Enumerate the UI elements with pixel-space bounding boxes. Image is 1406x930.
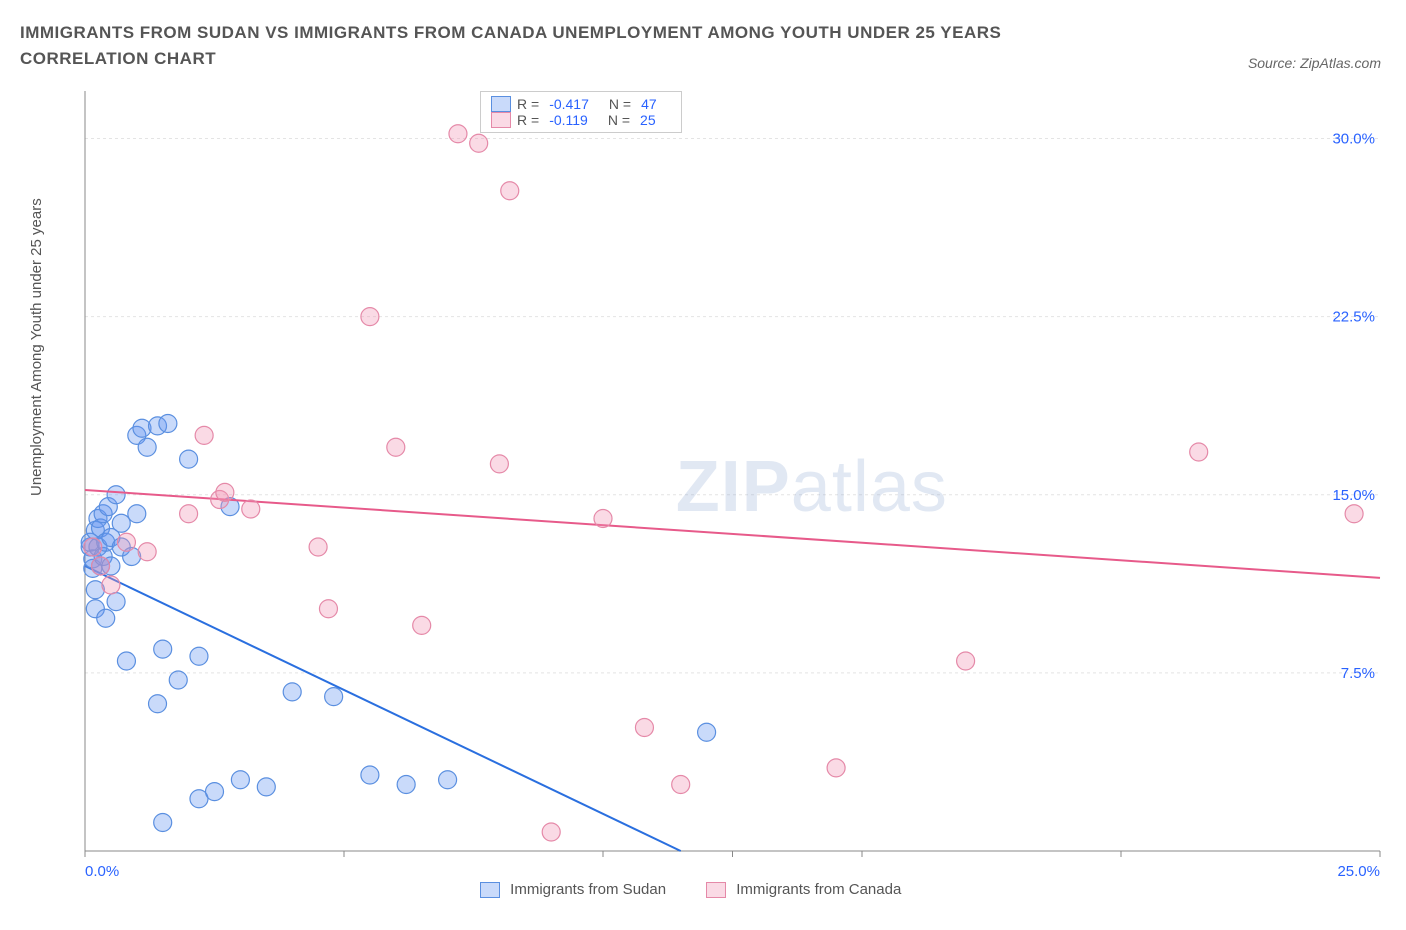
stats-row-sudan: R = -0.417 N = 47	[491, 96, 671, 112]
n-label-sudan: N =	[609, 96, 631, 112]
legend-swatch-sudan	[480, 882, 500, 898]
n-label-canada: N =	[608, 112, 630, 128]
chart-container: Unemployment Among Youth under 25 years …	[20, 86, 1386, 896]
swatch-canada	[491, 112, 511, 128]
legend-item-canada: Immigrants from Canada	[706, 881, 901, 898]
legend-item-sudan: Immigrants from Sudan	[480, 881, 666, 898]
chart-title: IMMIGRANTS FROM SUDAN VS IMMIGRANTS FROM…	[20, 20, 1120, 71]
r-label-sudan: R =	[517, 96, 539, 112]
svg-text:15.0%: 15.0%	[1332, 487, 1375, 504]
svg-text:22.5%: 22.5%	[1332, 309, 1375, 326]
y-axis-label: Unemployment Among Youth under 25 years	[28, 198, 45, 496]
n-value-sudan: 47	[641, 96, 657, 112]
swatch-sudan	[491, 96, 511, 112]
source-label: Source: ZipAtlas.com	[1248, 55, 1381, 71]
stats-row-canada: R = -0.119 N = 25	[491, 112, 671, 128]
r-label-canada: R =	[517, 112, 539, 128]
svg-text:7.5%: 7.5%	[1341, 665, 1375, 682]
legend-label-sudan: Immigrants from Sudan	[510, 881, 666, 898]
n-value-canada: 25	[640, 112, 656, 128]
r-value-sudan: -0.417	[549, 96, 589, 112]
svg-text:25.0%: 25.0%	[1337, 863, 1380, 880]
r-value-canada: -0.119	[549, 112, 588, 128]
legend-swatch-canada	[706, 882, 726, 898]
stats-legend: R = -0.417 N = 47 R = -0.119 N = 25	[480, 91, 682, 133]
svg-text:30.0%: 30.0%	[1332, 131, 1375, 148]
svg-text:0.0%: 0.0%	[85, 863, 119, 880]
series-legend: Immigrants from Sudan Immigrants from Ca…	[480, 881, 901, 898]
scatter-chart: 7.5% 15.0% 22.5% 30.0% 0.0% 25.0%	[20, 86, 1386, 896]
legend-label-canada: Immigrants from Canada	[736, 881, 901, 898]
